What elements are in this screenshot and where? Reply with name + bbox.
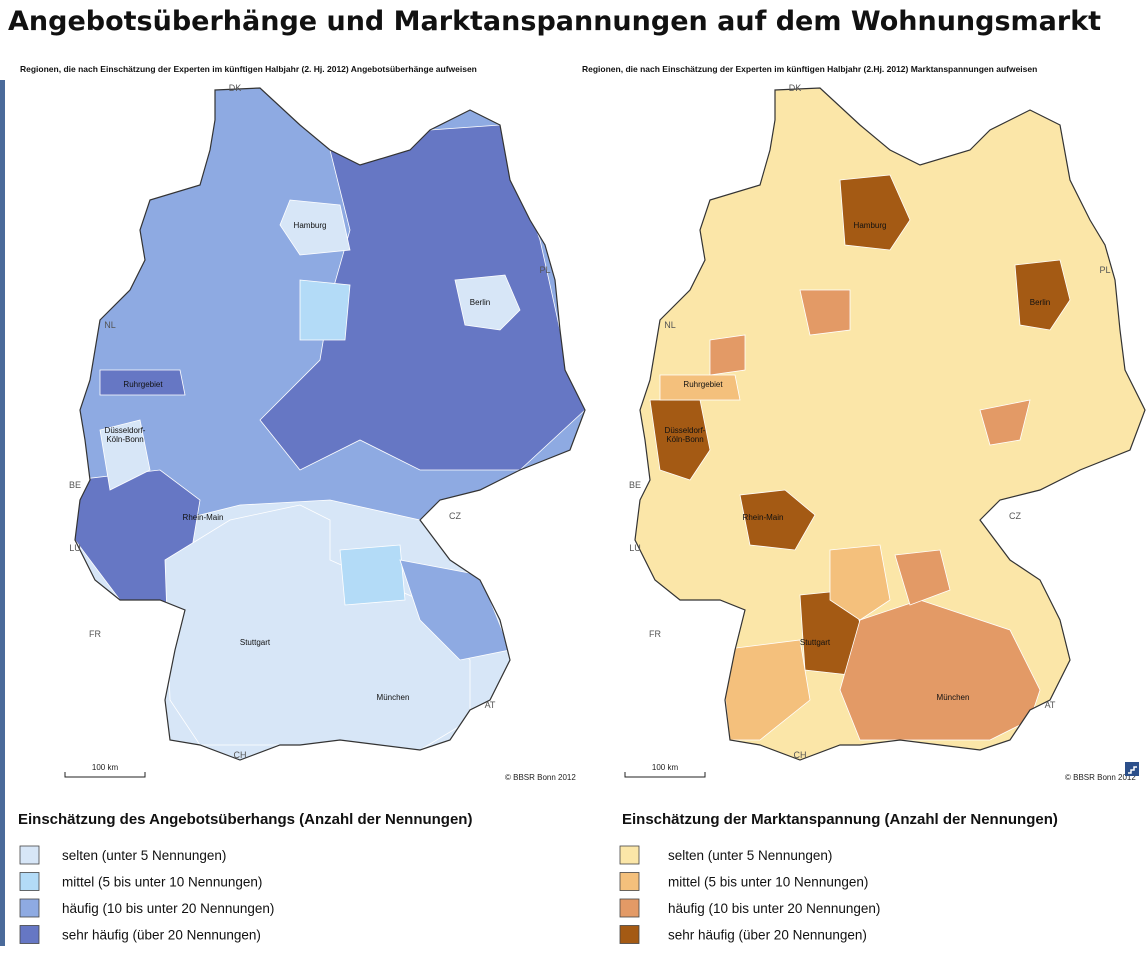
- region: [454, 274, 521, 331]
- country-label: DK: [789, 83, 802, 93]
- map-subtitle: Regionen, die nach Einschätzung der Expe…: [582, 64, 1037, 74]
- place-label: Stuttgart: [240, 638, 271, 647]
- region: [99, 369, 186, 396]
- place-label: Köln-Bonn: [106, 435, 143, 444]
- country-label: FR: [89, 629, 101, 639]
- region: [659, 374, 741, 401]
- legend-swatch: [619, 872, 640, 891]
- place-label: München: [377, 693, 410, 702]
- legend-label: sehr häufig (über 20 Nennungen): [668, 928, 867, 943]
- country-label: PL: [539, 265, 550, 275]
- place-label: Stuttgart: [800, 638, 831, 647]
- maps: Regionen, die nach Einschätzung der Expe…: [18, 64, 1146, 944]
- place-label: Köln-Bonn: [666, 435, 703, 444]
- region: [894, 549, 951, 606]
- country-label: BE: [629, 480, 641, 490]
- legend-swatch: [19, 845, 40, 865]
- place-label: Rhein-Main: [743, 513, 784, 522]
- legend-swatch: [19, 925, 40, 944]
- country-label: CZ: [1009, 511, 1021, 521]
- legend-swatch: [19, 898, 40, 918]
- legend-title: Einschätzung der Marktanspannung (Anzahl…: [622, 811, 1058, 828]
- country-label: AT: [485, 700, 496, 710]
- place-label: Berlin: [1030, 298, 1050, 307]
- country-label: AT: [1045, 700, 1056, 710]
- place-label: München: [937, 693, 970, 702]
- legend-swatch: [619, 925, 640, 944]
- legend-label: mittel (5 bis unter 10 Nennungen): [668, 875, 868, 890]
- region: [829, 544, 891, 621]
- region: [1014, 259, 1071, 331]
- country-label: NL: [104, 320, 116, 330]
- title: Angebotsüberhänge und Marktanspannungen …: [8, 6, 1101, 37]
- place-label: Ruhrgebiet: [683, 380, 723, 389]
- country-label: PL: [1099, 265, 1110, 275]
- region: [99, 419, 151, 491]
- region: [635, 88, 1145, 760]
- map-subtitle: Regionen, die nach Einschätzung der Expe…: [20, 64, 477, 74]
- place-label: Düsseldorf-: [665, 426, 706, 435]
- region: [279, 199, 351, 256]
- map: Regionen, die nach Einschätzung der Expe…: [582, 64, 1146, 782]
- region: [339, 544, 406, 606]
- legend-label: selten (unter 5 Nennungen): [62, 848, 226, 863]
- country-label: CH: [234, 750, 247, 760]
- country-label: NL: [664, 320, 676, 330]
- legend-swatch: [619, 845, 640, 865]
- credit: © BBSR Bonn 2012: [505, 773, 576, 782]
- legend-label: häufig (10 bis unter 20 Nennungen): [62, 901, 274, 916]
- place-label: Rhein-Main: [183, 513, 224, 522]
- country-label: LU: [69, 543, 81, 553]
- legend-label: selten (unter 5 Nennungen): [668, 848, 832, 863]
- country-label: FR: [649, 629, 661, 639]
- country-label: LU: [629, 543, 641, 553]
- logo-mark: [1128, 766, 1137, 774]
- country-label: BE: [69, 480, 81, 490]
- place-label: Berlin: [470, 298, 490, 307]
- place-label: Ruhrgebiet: [123, 380, 163, 389]
- region: [839, 174, 911, 251]
- side-bar: [0, 80, 5, 946]
- regions: [75, 88, 585, 751]
- scale-bar: [64, 772, 146, 778]
- region: [709, 334, 746, 376]
- scale-bar: [624, 772, 706, 778]
- legend-swatch: [619, 898, 640, 918]
- region: [299, 279, 351, 341]
- place-label: Hamburg: [854, 221, 887, 230]
- region: [739, 489, 816, 551]
- legend-label: mittel (5 bis unter 10 Nennungen): [62, 875, 262, 890]
- legend-label: häufig (10 bis unter 20 Nennungen): [668, 901, 880, 916]
- place-label: Düsseldorf-: [105, 426, 146, 435]
- credit: © BBSR Bonn 2012: [1065, 773, 1136, 782]
- logo: [1125, 762, 1139, 776]
- country-label: CH: [794, 750, 807, 760]
- legend-swatch: [19, 872, 40, 891]
- legend-label: sehr häufig (über 20 Nennungen): [62, 928, 261, 943]
- country-label: DK: [229, 83, 242, 93]
- regions: [635, 88, 1145, 760]
- legend-title: Einschätzung des Angebotsüberhangs (Anza…: [18, 811, 472, 828]
- region: [799, 289, 851, 336]
- place-label: Hamburg: [294, 221, 327, 230]
- scale-label: 100 km: [92, 763, 119, 772]
- map: Regionen, die nach Einschätzung der Expe…: [20, 64, 586, 782]
- scale-label: 100 km: [652, 763, 679, 772]
- region: [979, 399, 1031, 446]
- country-label: CZ: [449, 511, 461, 521]
